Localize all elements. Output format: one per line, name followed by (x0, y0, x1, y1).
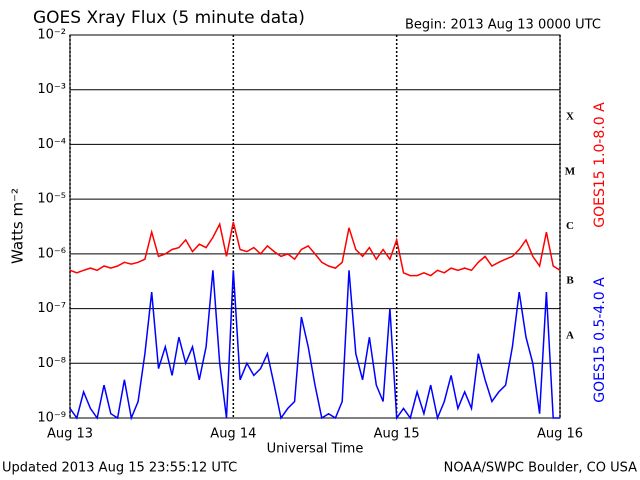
x-tick-label: Aug 16 (537, 427, 583, 442)
legend-entry: GOES15 1.0-8.0 A (592, 102, 608, 228)
plot-frame (69, 34, 561, 419)
footer-right: NOAA/SWPC Boulder, CO USA (444, 461, 637, 476)
series-line (69, 270, 560, 421)
y-tick-label: 10⁻⁷ (37, 301, 66, 316)
x-tick-label: Aug 15 (374, 427, 420, 442)
chart-subtitle: Begin: 2013 Aug 13 0000 UTC (405, 18, 601, 33)
y-tick-label: 10⁻⁸ (37, 356, 66, 371)
y-axis-label: Watts m⁻² (9, 188, 27, 264)
series-line (69, 221, 561, 277)
y-tick-label: 10⁻⁹ (37, 411, 66, 426)
footer-left: Updated 2013 Aug 15 23:55:12 UTC (2, 461, 237, 476)
chart-title: GOES Xray Flux (5 minute data) (33, 8, 305, 28)
flare-class-label: X (566, 111, 574, 123)
flare-class-label: C (566, 220, 574, 232)
flare-class-label: A (566, 329, 574, 341)
y-tick-label: 10⁻⁴ (37, 137, 66, 152)
flare-class-label: B (566, 275, 574, 287)
y-tick-label: 10⁻³ (37, 82, 66, 97)
flare-class-label: M (565, 165, 576, 177)
y-tick-label: 10⁻⁶ (37, 246, 66, 261)
x-axis-label: Universal Time (267, 442, 364, 457)
y-tick-label: 10⁻⁵ (37, 192, 66, 207)
legend-entry: GOES15 0.5-4.0 A (592, 277, 608, 403)
x-tick-label: Aug 14 (210, 427, 256, 442)
y-tick-label: 10⁻² (37, 28, 66, 43)
x-tick-label: Aug 13 (47, 427, 93, 442)
